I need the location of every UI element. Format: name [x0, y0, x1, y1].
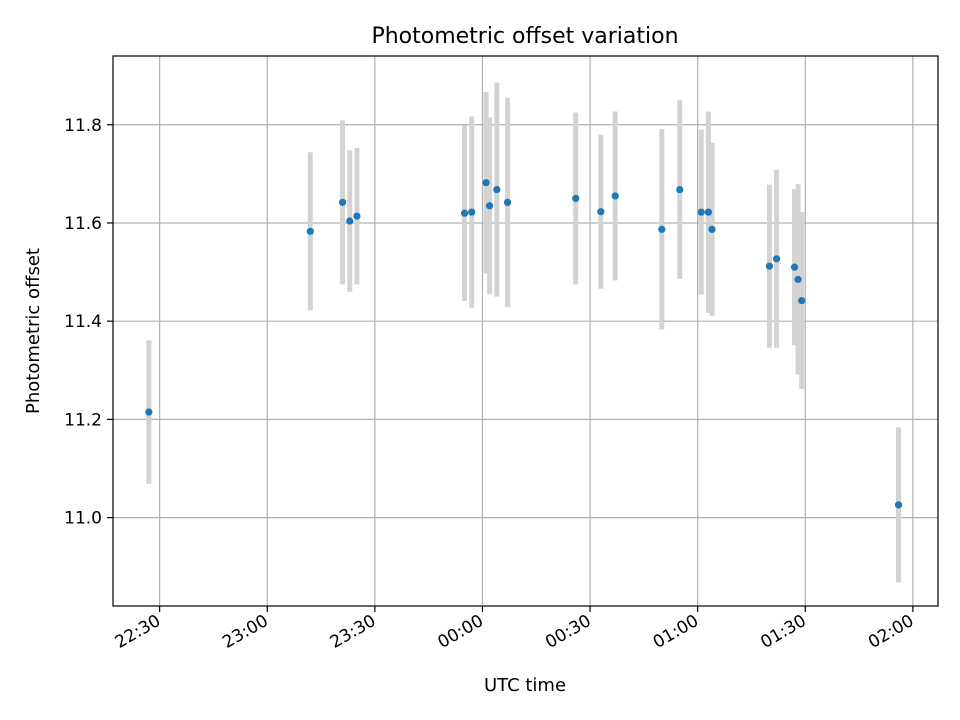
y-tick-label: 11.8 — [64, 116, 102, 136]
data-point — [894, 501, 903, 509]
data-point — [597, 208, 605, 216]
data-point — [486, 202, 494, 210]
y-axis-label: Photometric offset — [23, 248, 44, 414]
x-tick-label: 00:00 — [435, 611, 487, 653]
data-point — [794, 275, 802, 284]
data-point — [697, 208, 705, 216]
data-point — [790, 263, 799, 271]
x-tick-label: 23:30 — [327, 611, 379, 653]
x-tick-label: 01:00 — [650, 611, 702, 653]
y-axis-ticks: 11.0 11.2 11.4 11.6 11.8 — [64, 116, 113, 529]
y-tick-label: 11.6 — [64, 214, 102, 234]
data-point — [306, 227, 314, 235]
y-tick-label: 11.4 — [64, 312, 102, 332]
data-point — [676, 185, 684, 194]
chart-title: Photometric offset variation — [371, 24, 678, 49]
data-point — [468, 208, 476, 216]
x-axis-label: UTC time — [484, 675, 566, 696]
data-point — [460, 209, 469, 217]
data-point — [353, 212, 361, 220]
x-axis-ticks: 22:30 23:00 23:30 00:00 00:30 01:00 01:30 02:00 — [112, 606, 917, 653]
y-tick-label: 11.2 — [64, 410, 102, 430]
x-tick-label: 01:30 — [757, 611, 809, 653]
data-point — [338, 198, 347, 206]
data-point — [611, 192, 619, 200]
data-point — [772, 255, 781, 263]
x-tick-label: 00:30 — [542, 611, 594, 653]
data-point — [704, 208, 713, 216]
data-point — [482, 179, 490, 187]
x-tick-label: 22:30 — [112, 611, 164, 653]
data-points — [145, 179, 903, 509]
grid — [113, 56, 938, 606]
x-tick-label: 02:00 — [865, 611, 917, 653]
x-tick-label: 23:00 — [219, 611, 271, 653]
data-point — [572, 194, 580, 203]
data-point — [493, 185, 501, 194]
data-point — [503, 198, 512, 206]
data-point — [798, 296, 806, 305]
data-point — [658, 225, 666, 233]
data-point — [708, 225, 716, 233]
data-point — [346, 217, 354, 225]
error-bars — [146, 82, 902, 583]
plot-frame — [112, 55, 939, 607]
data-point — [765, 262, 774, 270]
data-point — [145, 408, 153, 416]
y-tick-label: 11.0 — [64, 509, 102, 529]
